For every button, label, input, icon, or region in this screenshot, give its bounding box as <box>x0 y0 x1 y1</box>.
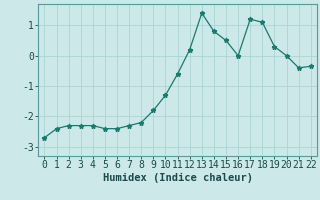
X-axis label: Humidex (Indice chaleur): Humidex (Indice chaleur) <box>103 173 252 183</box>
